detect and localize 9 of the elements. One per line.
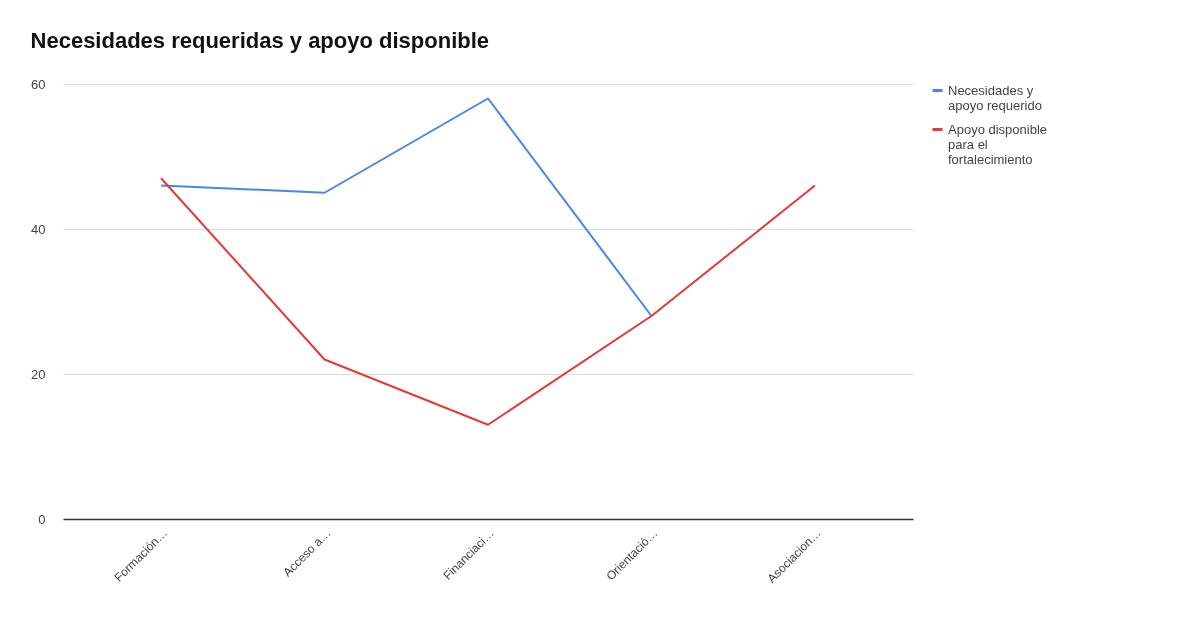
y-tick-label: 20 xyxy=(31,366,46,382)
y-tick-label: 60 xyxy=(31,76,46,92)
legend-label: Apoyo disponible para el fortalecimiento xyxy=(948,121,1048,167)
legend-label: Necesidades y apoyo requerido xyxy=(948,82,1042,113)
y-tick-label: 0 xyxy=(38,511,46,527)
line-series xyxy=(160,177,816,426)
chart-title: Necesidades requeridas y apoyo disponible xyxy=(30,28,490,53)
y-tick-label: 40 xyxy=(31,221,46,237)
line-series xyxy=(160,97,653,317)
